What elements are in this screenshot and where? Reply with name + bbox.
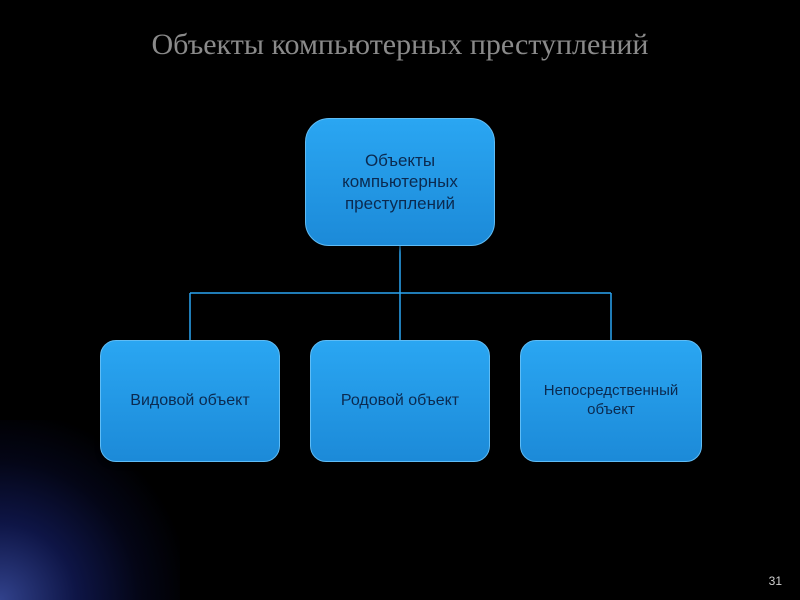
page-number: 31 xyxy=(769,574,782,588)
diagram-node-child1: Видовой объект xyxy=(100,340,280,462)
diagram-node-root: Объекты компьютерных преступлений xyxy=(305,118,495,246)
diagram-node-child2: Родовой объект xyxy=(310,340,490,462)
diagram-node-child3: Непосредственный объект xyxy=(520,340,702,462)
slide: Объекты компьютерных преступлений 31 Объ… xyxy=(0,0,800,600)
diagram-connectors xyxy=(0,0,800,600)
slide-title: Объекты компьютерных преступлений xyxy=(0,28,800,62)
